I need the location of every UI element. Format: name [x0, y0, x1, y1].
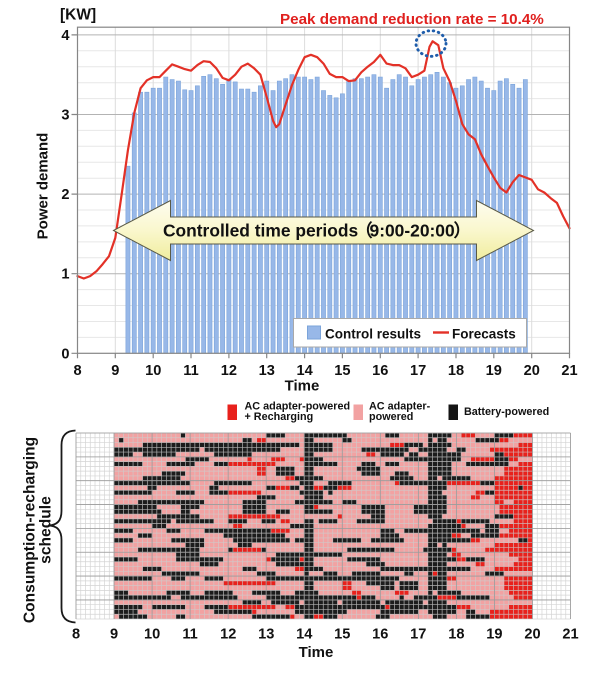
svg-text:13: 13	[259, 363, 275, 379]
svg-text:powered: powered	[369, 411, 413, 423]
svg-text:2: 2	[61, 187, 69, 203]
svg-text:18: 18	[448, 627, 464, 643]
svg-text:10: 10	[145, 363, 161, 379]
svg-text:19: 19	[486, 363, 502, 379]
svg-text:19: 19	[486, 627, 502, 643]
svg-text:20: 20	[524, 627, 540, 643]
svg-text:9: 9	[111, 363, 119, 379]
svg-text:1: 1	[61, 267, 69, 283]
svg-text:Time: Time	[299, 644, 334, 661]
svg-text:8: 8	[73, 363, 81, 379]
svg-text:14: 14	[296, 363, 313, 379]
svg-text:16: 16	[372, 363, 388, 379]
svg-text:16: 16	[372, 627, 388, 643]
svg-text:3: 3	[61, 108, 69, 124]
svg-text:+ Recharging: + Recharging	[245, 411, 314, 423]
svg-text:11: 11	[183, 363, 198, 379]
svg-text:17: 17	[410, 627, 426, 643]
svg-text:14: 14	[296, 627, 313, 643]
svg-text:Consumption-recharging: Consumption-recharging	[22, 437, 39, 623]
svg-text:21: 21	[562, 627, 578, 643]
svg-text:AC adapter-: AC adapter-	[369, 401, 431, 413]
svg-text:4: 4	[61, 28, 70, 44]
svg-text:11: 11	[182, 627, 197, 643]
svg-text:[KW]: [KW]	[60, 7, 96, 24]
svg-text:Time: Time	[285, 378, 320, 395]
svg-text:Control results: Control results	[325, 327, 421, 342]
svg-text:9: 9	[110, 627, 118, 643]
svg-text:8: 8	[72, 627, 80, 643]
svg-text:12: 12	[220, 627, 236, 643]
svg-text:17: 17	[410, 363, 426, 379]
svg-text:Forecasts: Forecasts	[452, 327, 516, 342]
svg-text:21: 21	[561, 363, 577, 379]
svg-text:13: 13	[258, 627, 274, 643]
svg-text:15: 15	[334, 627, 350, 643]
svg-text:AC adapter-powered: AC adapter-powered	[245, 401, 351, 413]
svg-text:schedule: schedule	[38, 496, 55, 564]
svg-text:0: 0	[61, 346, 69, 362]
svg-text:Controlled time periods（9:00-2: Controlled time periods（9:00-20:00）	[163, 221, 471, 241]
svg-text:10: 10	[144, 627, 160, 643]
svg-text:20: 20	[524, 363, 540, 379]
svg-text:Battery-powered: Battery-powered	[464, 406, 549, 418]
svg-text:Peak demand reduction rate = 1: Peak demand reduction rate = 10.4%	[280, 11, 544, 28]
svg-text:18: 18	[448, 363, 464, 379]
svg-text:15: 15	[334, 363, 350, 379]
svg-text:Power demand: Power demand	[35, 133, 52, 240]
svg-text:12: 12	[221, 363, 237, 379]
